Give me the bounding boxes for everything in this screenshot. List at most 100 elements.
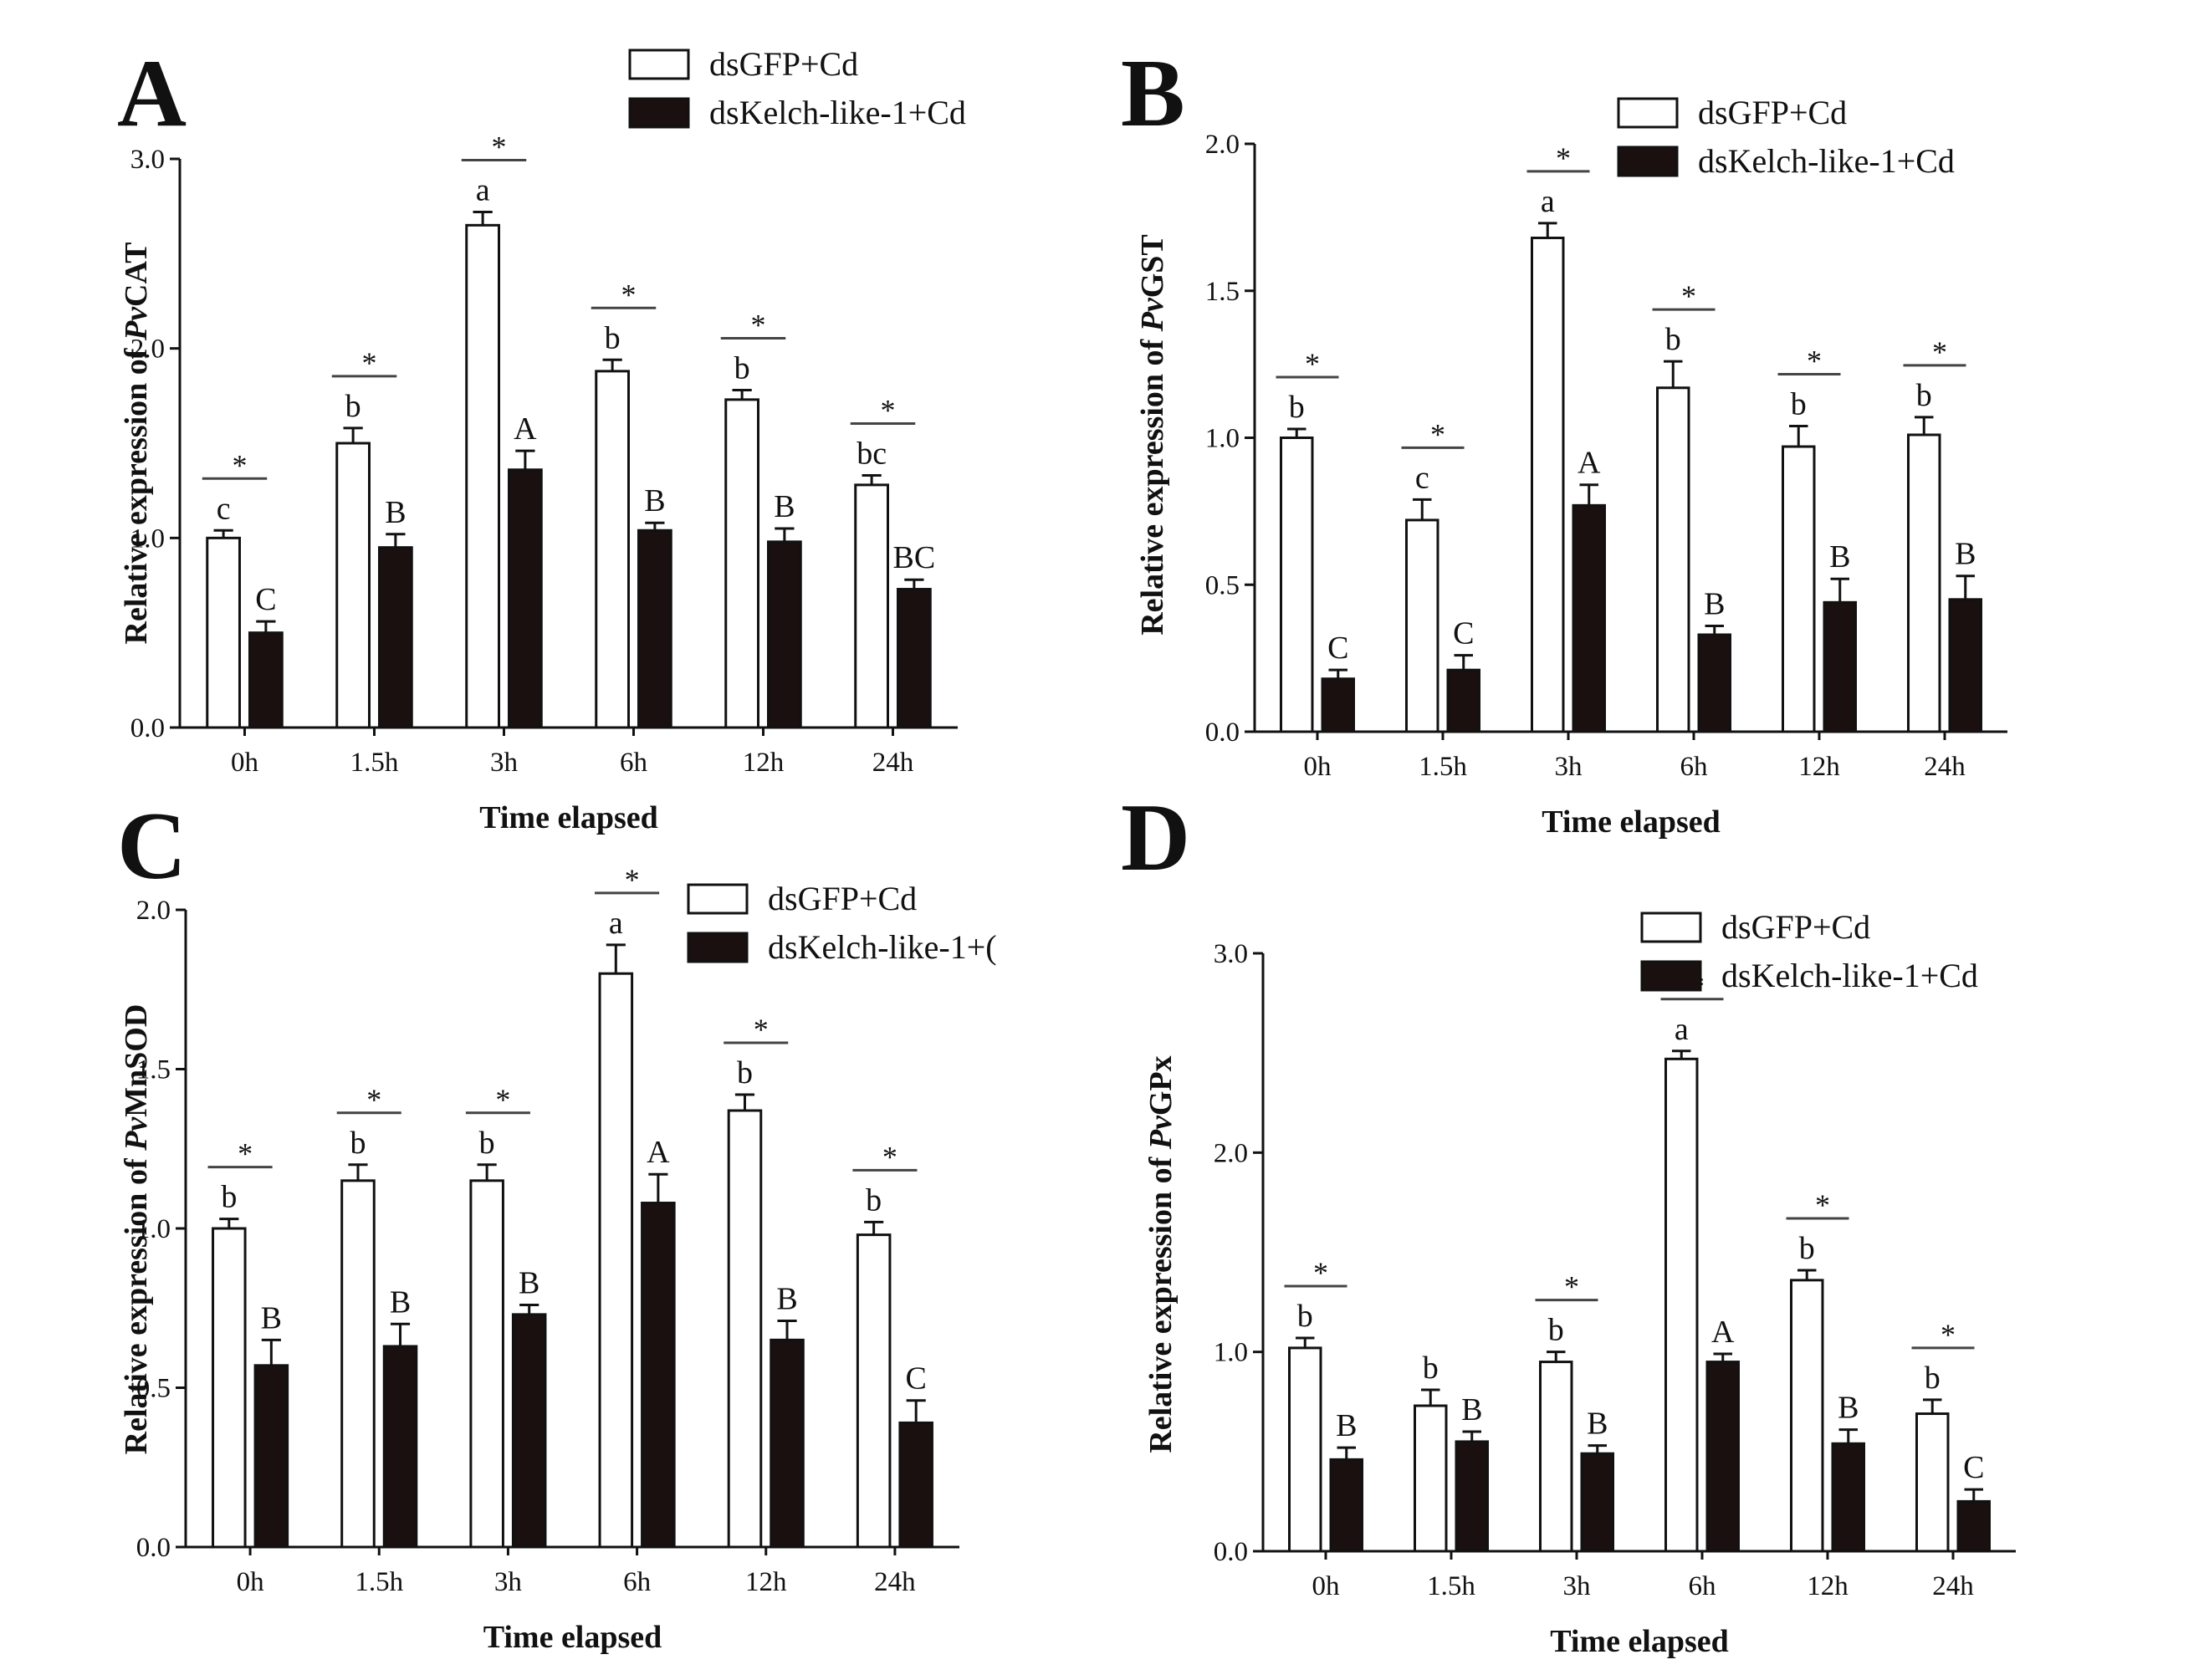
bar-dskelch (253, 1364, 289, 1549)
bar-dsgfp (1656, 386, 1690, 733)
bar-dsgfp (724, 398, 759, 729)
significance-letter: B (519, 1265, 539, 1300)
significance-letter: b (479, 1126, 495, 1161)
bar-dsgfp (335, 442, 371, 729)
y-tick-label: 0.0 (1205, 717, 1240, 748)
x-tick-label: 0h (1304, 752, 1332, 782)
significance-letter: b (605, 320, 621, 355)
significance-star: * (495, 1083, 510, 1116)
x-tick-label: 6h (1689, 1571, 1717, 1601)
panel-label: A (117, 40, 187, 146)
significance-star: * (1807, 344, 1822, 377)
significance-letter: b (1423, 1351, 1439, 1386)
significance-letter: C (255, 582, 276, 617)
significance-star: * (1305, 347, 1320, 380)
significance-star: * (1564, 1270, 1579, 1304)
legend-label-dskelch: dsKelch-like-1+Cd (709, 94, 966, 131)
bar-dsgfp (1782, 445, 1816, 733)
significance-star: * (882, 1140, 897, 1173)
y-tick-label: 1.5 (1205, 277, 1240, 307)
bar-dsgfp (727, 1109, 763, 1549)
bar-dskelch (1580, 1452, 1614, 1553)
chart-panel-b: B 0.0 0.5 1.0 1.5 2.0 Relative expression of P… (1121, 40, 2007, 840)
significance-letter: C (1327, 631, 1348, 666)
bar-dsgfp (1280, 437, 1314, 733)
y-tick-label: 1.0 (130, 523, 165, 554)
x-tick-label: 12h (1807, 1571, 1849, 1601)
x-tick-label: 3h (494, 1567, 523, 1597)
bar-dsgfp (854, 483, 889, 729)
significance-letter: b (1548, 1313, 1564, 1348)
y-axis-title-gene: GST (1135, 234, 1170, 298)
significance-star: * (881, 394, 896, 427)
significance-letter: bc (856, 437, 887, 472)
bar-dskelch (767, 540, 802, 729)
bar-dskelch (897, 588, 932, 729)
bar-dsgfp (1664, 1057, 1699, 1553)
significance-letter: B (1838, 1391, 1859, 1426)
chart-panel-d: D 0.0 1.0 2.0 3.0 Relative expression of PvGP… (1121, 784, 2016, 1659)
y-tick-label: 2.0 (130, 334, 165, 365)
bar-dsgfp (1531, 236, 1565, 733)
y-tick-label: 0.0 (130, 713, 165, 743)
significance-letter: A (1577, 446, 1601, 481)
significance-letter: B (1336, 1408, 1357, 1443)
significance-letter: C (1963, 1450, 1984, 1485)
significance-letter: a (609, 906, 623, 941)
x-tick-label: 12h (1798, 752, 1840, 782)
significance-letter: b (1791, 386, 1807, 421)
bar-dsgfp (1414, 1404, 1448, 1553)
x-tick-label: 6h (620, 748, 648, 778)
bar-dsgfp (206, 536, 241, 729)
x-tick-label: 3h (1555, 752, 1583, 782)
y-tick-label: 1.0 (136, 1214, 171, 1244)
significance-letter: B (1461, 1392, 1482, 1427)
x-axis-title: Time elapsed (1542, 804, 1721, 840)
bar-dskelch (898, 1421, 933, 1549)
y-tick-label: 1.0 (1205, 424, 1240, 454)
x-tick-label: 6h (623, 1567, 652, 1597)
significance-star: * (754, 1013, 769, 1046)
y-axis-title: Relative expression of PvCAT (119, 243, 154, 645)
significance-letter: B (1829, 539, 1850, 574)
x-axis-title: Time elapsed (483, 1620, 662, 1655)
significance-letter: A (647, 1135, 670, 1170)
significance-letter: b (221, 1180, 237, 1215)
legend-label-dsgfp: dsGFP+Cd (1698, 94, 1847, 131)
significance-letter: a (1541, 184, 1555, 219)
bar-dskelch (508, 468, 543, 729)
legend-label-dskelch: dsKelch-like-1+( (768, 928, 997, 966)
bar-dsgfp (212, 1227, 247, 1549)
significance-letter: b (866, 1182, 882, 1218)
significance-star: * (751, 309, 766, 342)
bar-dsgfp (856, 1233, 892, 1549)
legend-label-dsgfp: dsGFP+Cd (709, 45, 858, 83)
bar-dskelch (1455, 1440, 1489, 1553)
significance-letter: B (1704, 586, 1725, 621)
x-tick-label: 24h (1924, 752, 1966, 782)
bar-dsgfp (340, 1179, 376, 1549)
significance-letter: b (345, 389, 361, 424)
chart-panel-c: C 0.0 0.5 1.0 1.5 2.0 Relative expression of P… (117, 793, 997, 1655)
y-axis-title-gene: GPx (1143, 1055, 1179, 1116)
legend-swatch-dsgfp (628, 49, 690, 80)
legend-swatch-dsgfp (1640, 911, 1702, 943)
y-axis-title-gene: MnSOD (119, 1004, 154, 1117)
significance-star: * (492, 130, 507, 163)
y-axis-title-prefix: Relative expression of (119, 1151, 154, 1454)
x-tick-label: 0h (231, 748, 259, 778)
significance-letter: b (1665, 322, 1681, 357)
y-tick-label: 3.0 (1214, 939, 1248, 969)
significance-star: * (1313, 1256, 1328, 1289)
bar-dskelch (1705, 1361, 1740, 1553)
legend-swatch-dskelch (1617, 146, 1679, 177)
x-tick-label: 1.5h (1427, 1571, 1475, 1601)
y-axis-title-prefix: Relative expression of (1143, 1149, 1179, 1453)
bar-dsgfp (595, 370, 630, 729)
x-tick-label: 1.5h (350, 748, 399, 778)
bar-dskelch (770, 1338, 805, 1549)
significance-letter: a (476, 172, 490, 207)
bar-dskelch (1572, 503, 1606, 733)
significance-letter: b (1925, 1361, 1941, 1396)
